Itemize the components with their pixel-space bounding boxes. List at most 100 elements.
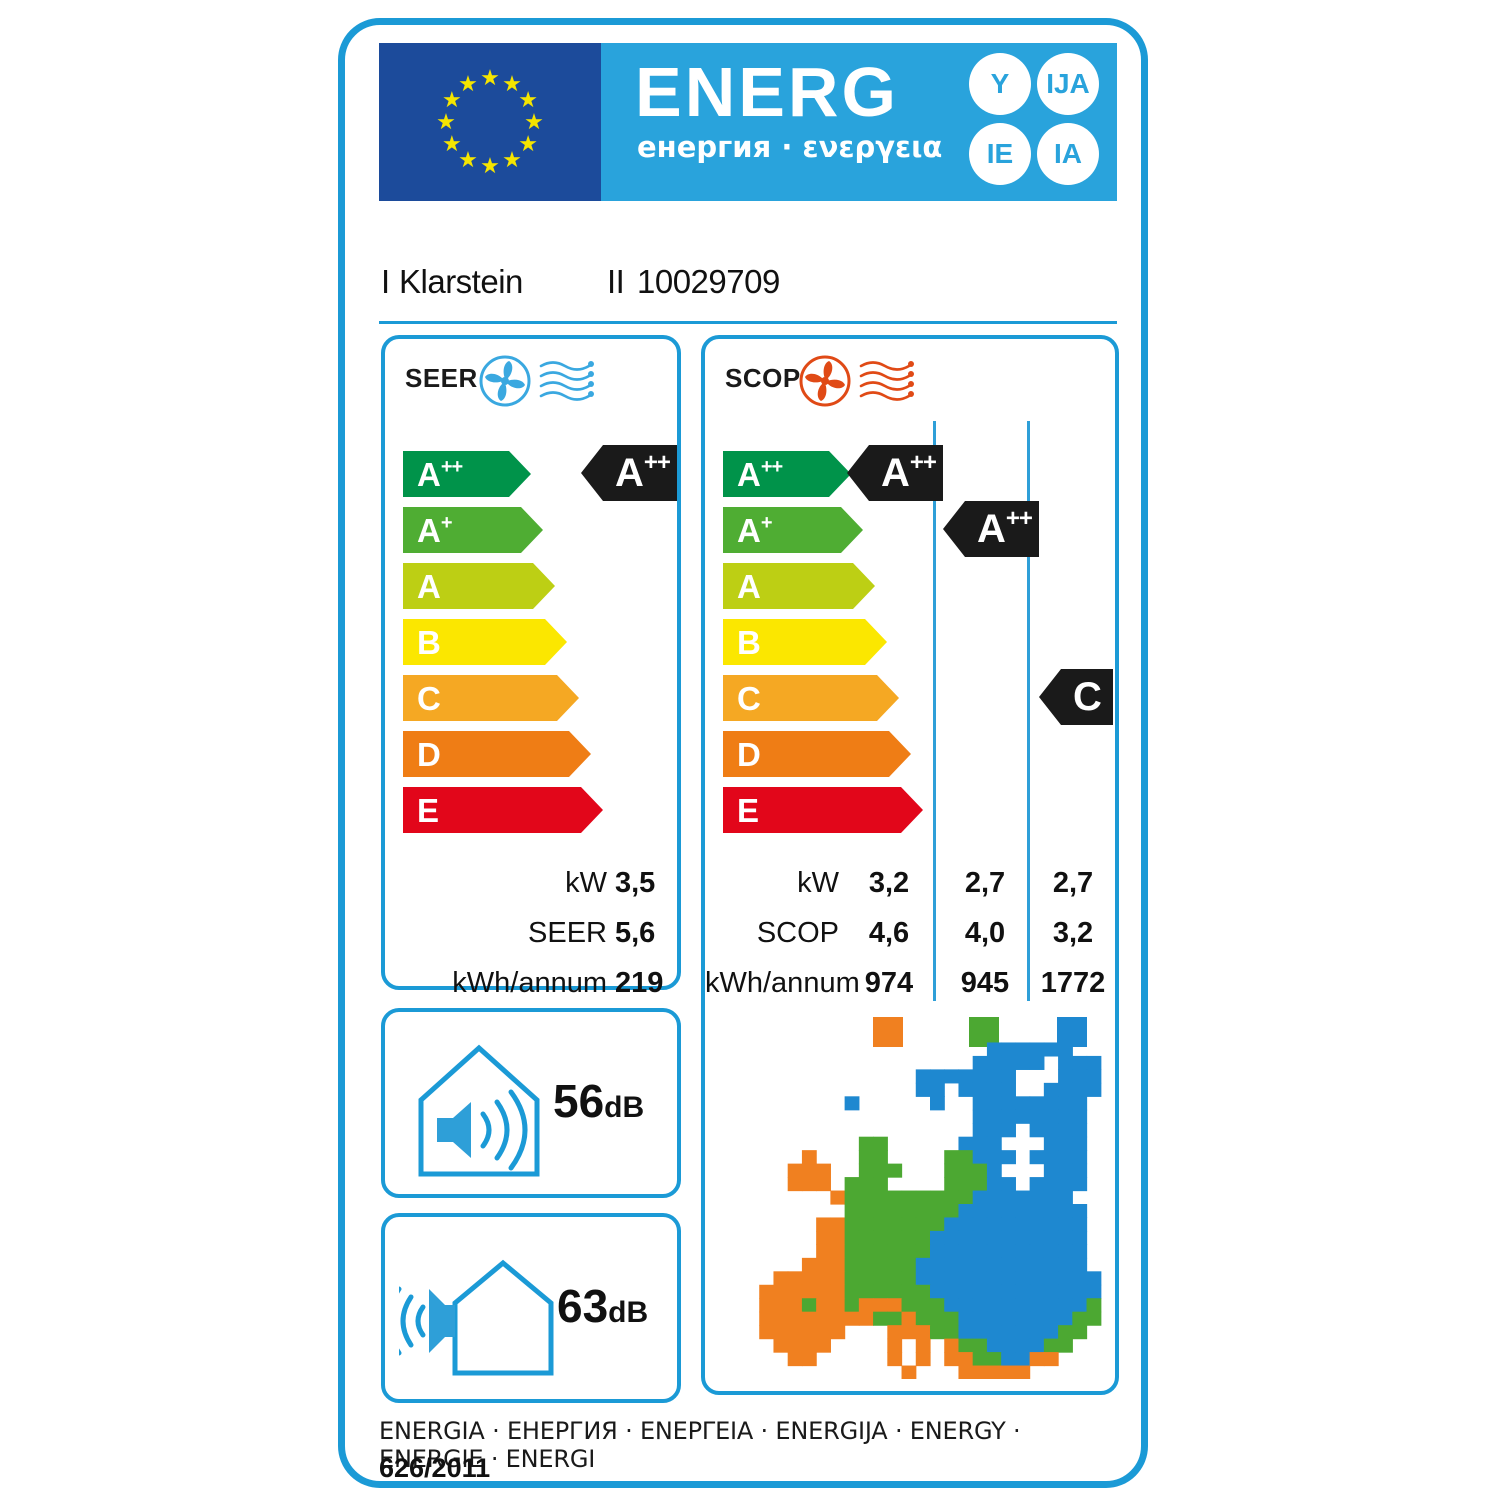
- scop-rating-arrow-average: A ++: [943, 501, 1039, 557]
- suffix-circle-ie: IE: [969, 123, 1031, 185]
- eu-star: ★: [480, 65, 500, 90]
- rating-plus: ++: [643, 449, 671, 476]
- scop-value-warmer-kwh: 974: [864, 967, 914, 999]
- class-letter: A: [737, 567, 761, 605]
- suffix-circle-ija: IJA: [1037, 53, 1099, 115]
- class-plus: +: [440, 512, 452, 534]
- scop-class-d: D: [723, 731, 911, 777]
- seer-title: SEER: [405, 363, 478, 393]
- scop-row-label-0: kW: [797, 867, 839, 899]
- class-row: A: [403, 563, 603, 609]
- rating-letter: A: [615, 451, 644, 495]
- house-speaker-outside-icon: [385, 1245, 559, 1390]
- class-letter: B: [737, 623, 761, 661]
- scop-class-b: B: [723, 619, 887, 665]
- indoor-noise-value: 56dB: [553, 1074, 644, 1128]
- class-row: D: [403, 731, 603, 777]
- seer-class-b: B: [403, 619, 567, 665]
- climate-swatch-average: [969, 1017, 999, 1047]
- indoor-noise-panel: 56dB: [381, 1008, 681, 1198]
- scop-value-warmer-kW: 3,2: [868, 867, 910, 899]
- house-speaker-inside-icon: [409, 1034, 549, 1189]
- footer-languages: ENERGIA · ЕНЕРГИЯ · ΕΝΕΡΓΕΙΑ · ENERGIJA …: [379, 1417, 1021, 1473]
- header-divider: [379, 321, 1117, 324]
- class-letter: E: [417, 791, 440, 829]
- class-letter: A: [417, 567, 441, 605]
- class-row: D: [723, 731, 923, 777]
- seer-row-value-0: 3,5: [615, 867, 656, 899]
- rating-letter: C: [1073, 675, 1102, 719]
- class-row: E: [403, 787, 603, 833]
- rating-plus: ++: [1005, 505, 1033, 532]
- eu-star: ★: [502, 147, 522, 173]
- energ-suffix-circles: Y IJA IE IA: [967, 53, 1107, 189]
- outdoor-noise-value: 63dB: [557, 1279, 648, 1333]
- supplier-brand: Klarstein: [399, 263, 523, 300]
- seer-class-e: E: [403, 787, 603, 833]
- scop-class-a: A: [723, 563, 875, 609]
- scop-class-e: E: [723, 787, 923, 833]
- outdoor-noise-number: 63: [557, 1280, 609, 1332]
- scop-rating-arrow-colder: C: [1039, 669, 1113, 725]
- class-letter: B: [417, 623, 441, 661]
- scop-row-label-2: kWh/annum: [705, 967, 860, 999]
- seer-class-scale: A ++ A + A B C D E: [403, 451, 603, 843]
- supplier-model: 10029709: [637, 263, 780, 300]
- seer-class-c: C: [403, 675, 579, 721]
- indoor-noise-unit: dB: [604, 1091, 645, 1124]
- eu-star: ★: [458, 70, 478, 96]
- class-row: C: [723, 675, 923, 721]
- scop-rating-arrow-warmer: A ++: [847, 445, 943, 501]
- eu-star: ★: [502, 70, 522, 96]
- climate-swatch-warmer: [873, 1017, 903, 1047]
- scop-value-average-scop: 4,0: [964, 917, 1006, 949]
- rating-plus: ++: [909, 449, 937, 476]
- eu-star: ★: [442, 131, 462, 156]
- class-letter: D: [417, 735, 441, 773]
- eu-star: ★: [518, 131, 538, 156]
- scop-value-average-kW: 2,7: [964, 867, 1006, 899]
- scop-class-c: C: [723, 675, 899, 721]
- eu-flag: ★ ★ ★ ★ ★ ★ ★ ★ ★ ★ ★ ★: [379, 43, 601, 201]
- eu-star: ★: [524, 109, 544, 134]
- class-letter: C: [417, 679, 441, 717]
- supplier-marker-ii: II: [607, 263, 625, 300]
- scop-value-warmer-scop: 4,6: [868, 917, 910, 949]
- scop-panel: SCOP A ++ A + A B C D E A ++ A ++ C kW SCOP kWh/annum 3…: [701, 335, 1119, 1395]
- scop-divider-2: [1027, 421, 1030, 1001]
- seer-panel: SEER A ++ A + A B C D E A ++ kW 3,5 SEER 5,6 kWh/annu…: [381, 335, 681, 999]
- energy-label: ★ ★ ★ ★ ★ ★ ★ ★ ★ ★ ★ ★ ENERG енергия · ενεργεια Y …: [338, 18, 1148, 1488]
- energ-subtitle: енергия · ενεργεια: [637, 130, 943, 164]
- class-row: E: [723, 787, 923, 833]
- class-row: B: [723, 619, 923, 665]
- label-header: ★ ★ ★ ★ ★ ★ ★ ★ ★ ★ ★ ★ ENERG енергия · ενεργεια Y …: [379, 43, 1117, 201]
- suffix-circle-ia: IA: [1037, 123, 1099, 185]
- suffix-circle-y: Y: [969, 53, 1031, 115]
- seer-row-value-2: 219: [615, 967, 664, 999]
- class-row: A +: [403, 507, 603, 553]
- scop-divider-1: [933, 421, 936, 1001]
- seer-row-label-1: SEER: [528, 917, 607, 949]
- seer-class-a2: A ++: [403, 451, 531, 497]
- class-letter: E: [737, 791, 760, 829]
- fan-heating-icon: [797, 353, 927, 414]
- climate-swatch-colder: [1057, 1017, 1087, 1047]
- footer-regulation: 626/2011: [379, 1453, 491, 1483]
- seer-class-a1: A +: [403, 507, 543, 553]
- eu-star: ★: [458, 147, 478, 173]
- scop-value-colder-scop: 3,2: [1052, 917, 1094, 949]
- seer-row-label-2: kWh/annum: [452, 967, 607, 999]
- energ-wordmark: ENERG: [635, 53, 899, 131]
- rating-letter: A: [977, 507, 1006, 551]
- class-row: A ++: [723, 451, 923, 497]
- eu-star: ★: [518, 87, 538, 112]
- class-letter: A: [417, 511, 441, 549]
- class-plus: ++: [760, 456, 783, 478]
- seer-class-d: D: [403, 731, 591, 777]
- seer-rating-arrow: A ++: [581, 445, 677, 501]
- scop-value-colder-kwh: 1772: [1040, 967, 1106, 999]
- scop-value-colder-kW: 2,7: [1052, 867, 1094, 899]
- fan-cooling-icon: [477, 353, 607, 414]
- seer-class-a: A: [403, 563, 555, 609]
- scop-value-average-kwh: 945: [960, 967, 1010, 999]
